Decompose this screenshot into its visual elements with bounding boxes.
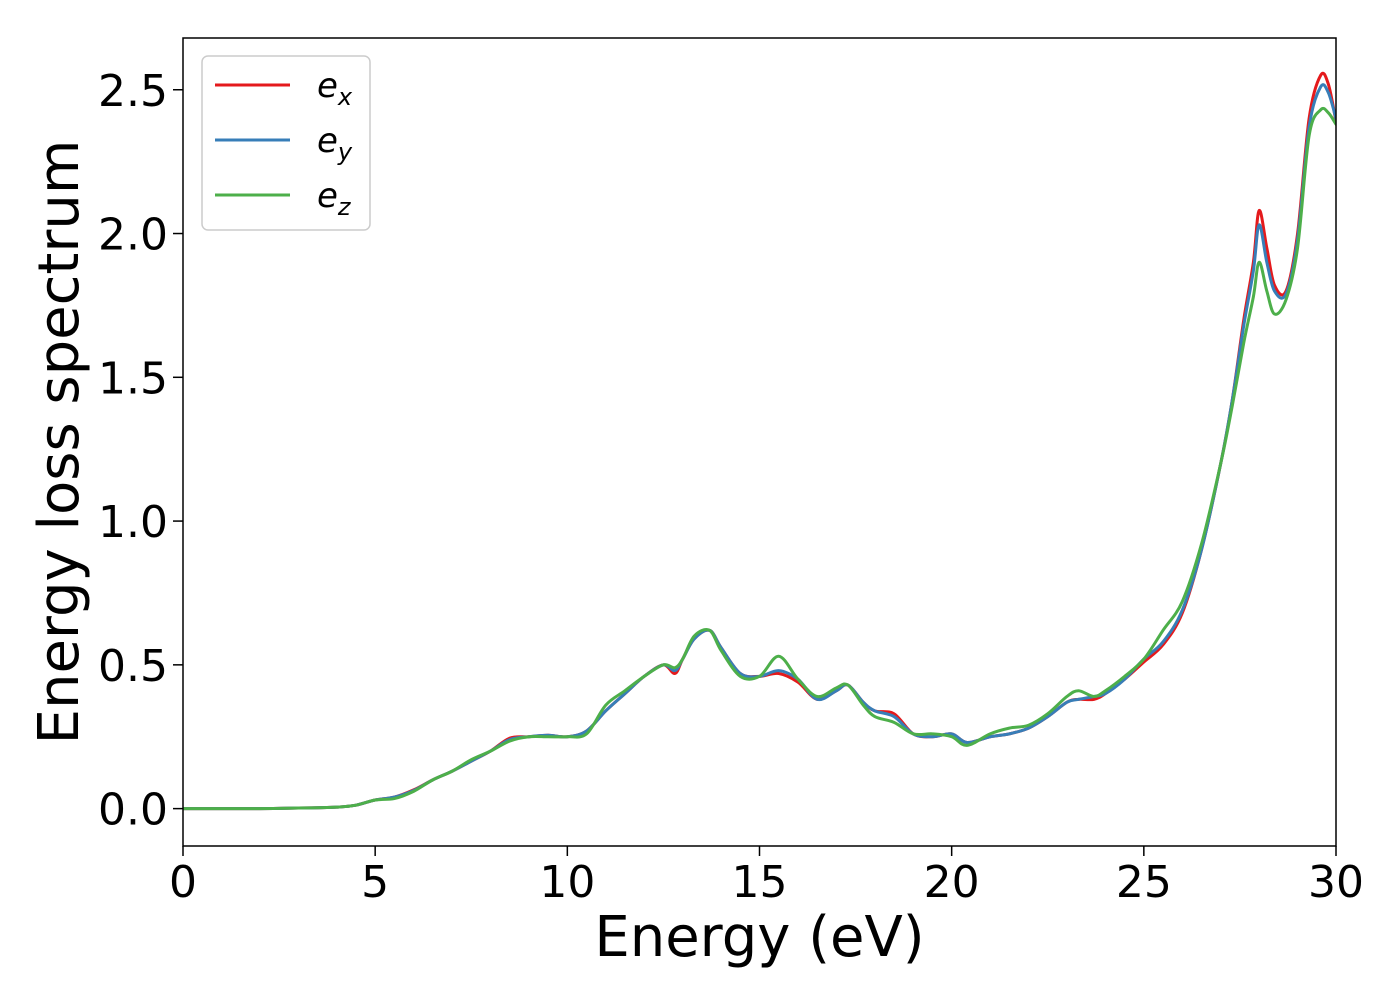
legend-label-subscript: x	[337, 83, 353, 111]
y-tick-label: 2.5	[98, 66, 168, 117]
x-axis-label: Energy (eV)	[594, 905, 924, 970]
series-layer	[183, 71, 1336, 811]
x-tick-label: 30	[1308, 857, 1364, 908]
legend-label-subscript: z	[337, 193, 352, 221]
x-tick-label: 25	[1116, 857, 1172, 908]
legend-label-base: e	[317, 66, 338, 106]
y-tick-label: 0.5	[98, 641, 168, 692]
x-tick-label: 15	[732, 857, 788, 908]
y-tick-label: 0.0	[98, 785, 168, 836]
y-tick-label: 1.0	[98, 497, 168, 548]
legend-label: ey	[317, 121, 353, 166]
x-tick-label: 0	[169, 857, 197, 908]
legend-label-base: e	[317, 176, 338, 216]
x-tick-label: 10	[539, 857, 595, 908]
legend-label: ez	[317, 176, 352, 221]
x-tick-label: 5	[361, 857, 389, 908]
legend-label-subscript: y	[337, 138, 353, 166]
ticks-layer: 0 5 10 15 20 25 30 0.0 0.5 1.0 1.5 2.0 2.5	[98, 66, 1364, 908]
x-tick-label: 20	[924, 857, 980, 908]
legend-label: ex	[317, 66, 353, 111]
y-tick-label: 2.0	[98, 210, 168, 261]
y-tick-label: 1.5	[98, 353, 168, 404]
legend-box	[201, 55, 371, 231]
series-line-e-z	[183, 106, 1336, 811]
y-axis-label: Energy loss spectrum	[27, 140, 92, 745]
legend-label-base: e	[317, 121, 338, 161]
